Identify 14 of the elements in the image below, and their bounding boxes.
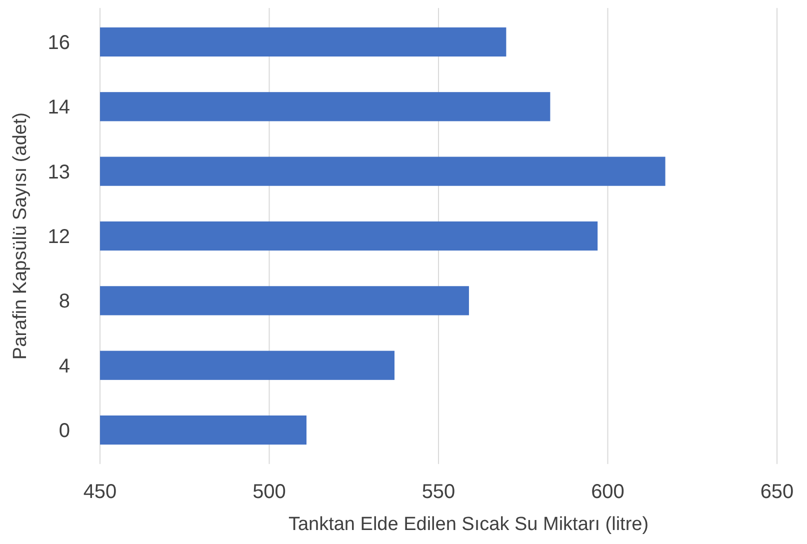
y-tick-label: 0: [58, 420, 70, 442]
x-axis-title: Tanktan Elde Edilen Sıcak Su Miktarı (litre): [288, 514, 649, 535]
y-tick-label: 16: [48, 32, 70, 54]
y-tick-label: 13: [48, 161, 70, 184]
x-tick-label: 500: [252, 481, 286, 503]
y-tick-label: 8: [58, 290, 70, 313]
x-tick-label: 550: [422, 481, 456, 503]
x-tick-label: 450: [83, 481, 117, 503]
y-axis-title: Parafin Kapsülü Sayısı (adet): [10, 112, 31, 360]
y-tick-label: 12: [48, 226, 70, 248]
x-tick-label: 650: [760, 481, 794, 503]
x-tick-label: 600: [591, 481, 624, 503]
y-tick-label: 14: [48, 96, 70, 119]
y-tick-label: 4: [58, 355, 70, 378]
